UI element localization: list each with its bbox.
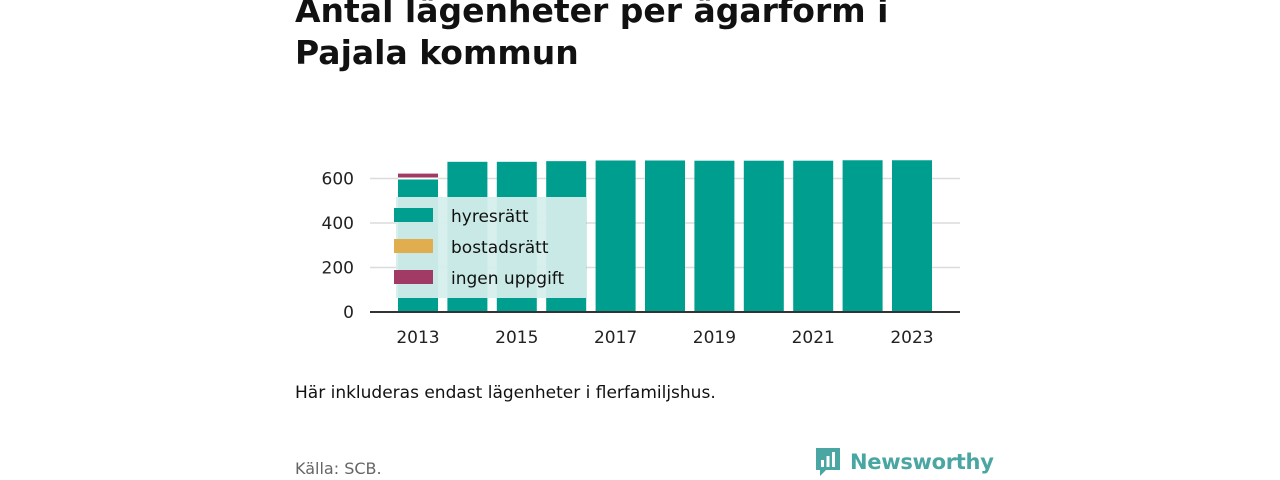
bar-hyresrätt-2022 — [842, 160, 883, 312]
legend-label-bostadsrätt: bostadsrätt — [451, 238, 549, 258]
axes: 0 200 400 600 2013 2015 2017 2019 2021 2023 — [322, 170, 960, 348]
bar-hyresrätt-2018 — [645, 160, 685, 312]
chart-title: Antal lägenheter per ägarform i Pajala k… — [295, 0, 889, 72]
legend-label-hyresrätt: hyresrätt — [451, 207, 529, 227]
source-text: Källa: SCB. — [295, 459, 382, 478]
bar-hyresrätt-2020 — [743, 160, 784, 312]
x-tick-label-2023: 2023 — [890, 328, 933, 348]
y-tick-label-400: 400 — [322, 214, 354, 234]
legend-label-ingen-uppgift: ingen uppgift — [451, 269, 564, 289]
x-tick-label-2015: 2015 — [495, 328, 538, 348]
legend-swatch-hyresrätt — [394, 208, 433, 222]
brand-logo: Newsworthy — [814, 446, 994, 478]
x-tick-label-2017: 2017 — [594, 328, 637, 348]
y-tick-label-200: 200 — [322, 259, 354, 279]
legend: hyresrätt bostadsrätt ingen uppgift — [394, 207, 564, 289]
brand-name: Newsworthy — [850, 450, 994, 474]
bar-hyresrätt-2023 — [892, 160, 932, 312]
bar-chart: 0 200 400 600 2013 2015 2017 2019 2021 2023 hyres… — [322, 160, 960, 348]
newsworthy-logo-icon — [816, 448, 840, 476]
legend-swatch-ingen-uppgift — [394, 270, 433, 284]
y-tick-label-0: 0 — [343, 303, 354, 323]
bar-hyresrätt-2019 — [694, 160, 735, 312]
chart-note: Här inkluderas endast lägenheter i flerf… — [295, 383, 716, 403]
bar-ingen-uppgift-2013 — [398, 173, 438, 179]
bar-hyresrätt-2021 — [793, 160, 834, 312]
legend-swatch-bostadsrätt — [394, 239, 433, 253]
x-tick-label-2013: 2013 — [396, 328, 439, 348]
bar-hyresrätt-2017 — [595, 160, 636, 312]
x-tick-label-2021: 2021 — [792, 328, 835, 348]
x-tick-label-2019: 2019 — [693, 328, 736, 348]
y-tick-label-600: 600 — [322, 170, 354, 190]
